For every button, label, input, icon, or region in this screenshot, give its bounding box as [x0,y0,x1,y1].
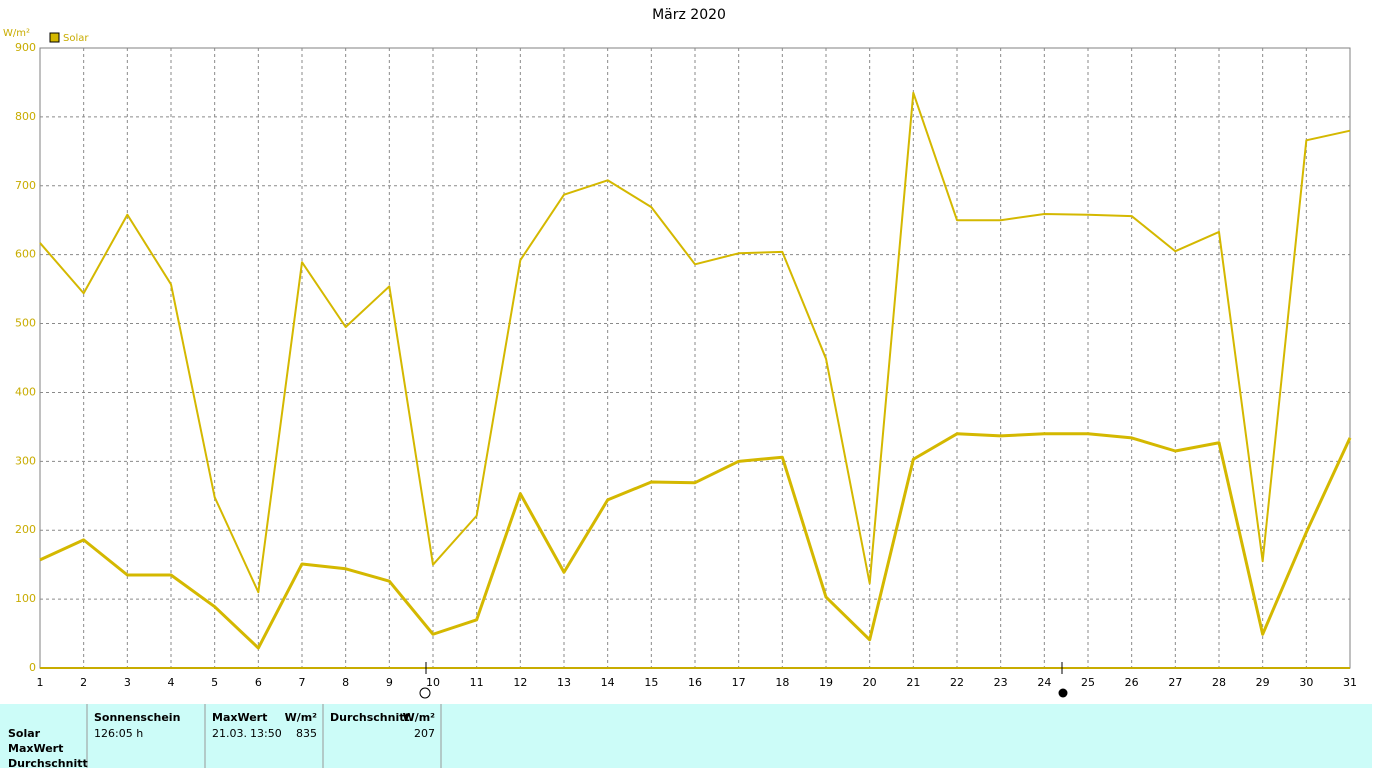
chart-title: März 2020 [652,7,726,23]
new-moon-icon [1058,688,1068,698]
x-tick-label: 13 [557,676,571,689]
y-tick-label: 300 [15,454,36,467]
x-tick-label: 19 [819,676,833,689]
col-header: Durchschnitt [330,711,410,724]
x-tick-label: 17 [732,676,746,689]
y-unit: W/m² [3,28,30,39]
stats-panel [0,704,1372,768]
y-tick-label: 600 [15,248,36,261]
y-tick-label: 900 [15,41,36,54]
series-line [39,91,1351,594]
x-tick-label: 14 [601,676,615,689]
cell: 126:05 h [94,727,143,740]
x-tick-label: 30 [1299,676,1313,689]
cell: 207 [414,727,435,740]
y-tick-label: 400 [15,385,36,398]
row-label: MaxWert [8,742,63,755]
full-moon-icon [419,687,431,699]
y-tick-label: 100 [15,592,36,605]
x-tick-label: 15 [644,676,658,689]
col-header: MaxWert [212,711,267,724]
x-tick-label: 23 [994,676,1008,689]
col-header: W/m² [285,711,318,724]
row-label: Solar [8,727,41,740]
x-tick-label: 20 [863,676,877,689]
col-header: Sonnenschein [94,711,180,724]
x-tick-label: 6 [255,676,262,689]
stats-dividers [86,704,442,768]
x-tick-label: 5 [211,676,218,689]
x-tick-label: 22 [950,676,964,689]
y-tick-label: 200 [15,523,36,536]
x-tick-label: 4 [168,676,175,689]
x-tick-label: 18 [775,676,789,689]
row-label: Durchschnitt [8,757,88,768]
x-tick-label: 10 [426,676,440,689]
x-tick-label: 24 [1037,676,1051,689]
x-tick-label: 3 [124,676,131,689]
x-tick-label: 27 [1168,676,1182,689]
legend-swatch [49,32,60,43]
cell: 21.03. [212,727,247,740]
x-tick-label: 16 [688,676,702,689]
cell: 835 [296,727,317,740]
x-tick-label: 1 [37,676,44,689]
x-tick-label: 21 [906,676,920,689]
y-tick-label: 800 [15,110,36,123]
x-tick-label: 28 [1212,676,1226,689]
x-tick-label: 11 [470,676,484,689]
cell: 13:50 [250,727,282,740]
x-tick-label: 31 [1343,676,1357,689]
col-header: W/m² [403,711,436,724]
x-tick-label: 26 [1125,676,1139,689]
series-line [39,432,1352,650]
legend-label: Solar [63,33,89,44]
x-tick-label: 12 [513,676,527,689]
x-tick-label: 25 [1081,676,1095,689]
x-tick-label: 29 [1256,676,1270,689]
x-tick-label: 7 [299,676,306,689]
y-tick-label: 500 [15,317,36,330]
y-tick-label: 700 [15,179,36,192]
x-tick-label: 2 [80,676,87,689]
x-tick-label: 9 [386,676,393,689]
y-tick-label: 0 [29,661,36,674]
x-tick-label: 8 [342,676,349,689]
